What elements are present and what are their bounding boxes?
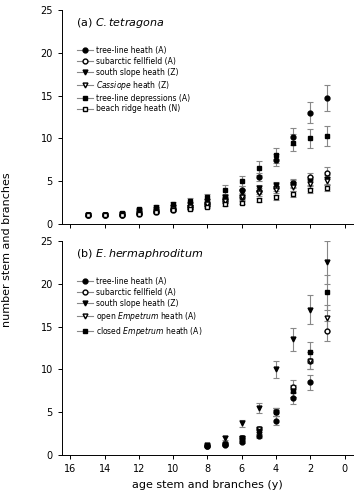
Text: (a) $\it{C. tetragona}$: (a) $\it{C. tetragona}$	[76, 16, 165, 30]
Text: number stem and branches: number stem and branches	[2, 172, 12, 328]
Text: (b) $\it{E. hermaphroditum}$: (b) $\it{E. hermaphroditum}$	[76, 248, 204, 262]
X-axis label: age stem and branches (y): age stem and branches (y)	[132, 480, 283, 490]
Legend: tree-line heath (A), subarctic fellfield (A), south slope heath (Z), open $\it{E: tree-line heath (A), subarctic fellfield…	[77, 277, 202, 338]
Legend: tree-line heath (A), subarctic fellfield (A), south slope heath (Z), $\it{Cassio: tree-line heath (A), subarctic fellfield…	[77, 46, 190, 114]
